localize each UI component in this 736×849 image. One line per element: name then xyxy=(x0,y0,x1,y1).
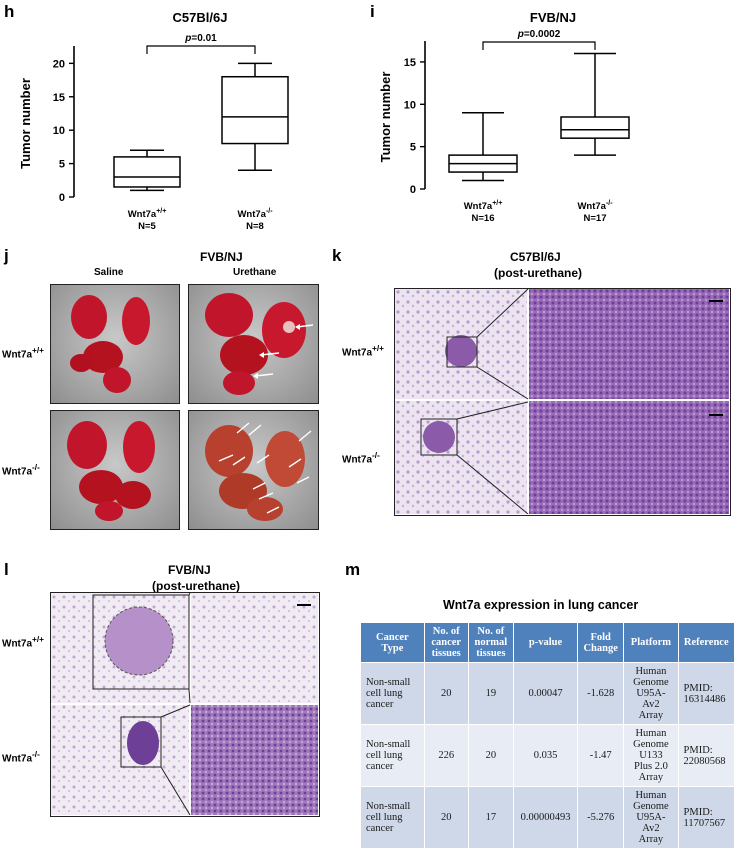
table-row: Non-small cell lung cancer 20 17 0.00000… xyxy=(360,786,736,849)
table-cell: 20 xyxy=(423,662,469,725)
table-cell: Human Genome U95A-Av2 Array xyxy=(623,662,679,725)
row-label-k-wt: Wnt7a+/+ xyxy=(342,343,385,359)
panel-l-title-line1: FVB/NJ xyxy=(168,563,211,577)
y-tick-label: 0 xyxy=(59,192,65,204)
significance-bracket xyxy=(146,45,256,54)
panel-label-h: h xyxy=(4,2,15,21)
boxplot-h: C57Bl/6J 0 5 10 15 20 Tumor number Wnt7a+/+N=5 W… xyxy=(18,10,289,232)
row-label-j-ko: Wnt7a-/- xyxy=(2,462,40,478)
photo-urethane-ko xyxy=(188,410,319,530)
row-label-l-ko: Wnt7a-/- xyxy=(2,749,40,765)
table-header-row: Cancer Type No. of cancer tissues No. of… xyxy=(360,622,736,663)
expression-table: Cancer Type No. of cancer tissues No. of… xyxy=(360,622,736,849)
x-category-label: Wnt7a+/+ xyxy=(128,208,167,220)
lung-tissue-image xyxy=(205,293,314,395)
y-tick-label: 5 xyxy=(410,142,416,154)
y-tick-label: 10 xyxy=(404,99,416,111)
y-tick-label: 20 xyxy=(53,58,65,70)
lung-tissue-image xyxy=(70,295,150,393)
table-header-cell: No. of normal tissues xyxy=(467,622,515,663)
table-cell: Human Genome U133 Plus 2.0 Array xyxy=(623,724,679,787)
box-iqr xyxy=(560,116,630,139)
significance-bracket xyxy=(482,41,596,50)
table-cell: 0.00000493 xyxy=(513,786,579,849)
p-value-annotation: p=0.0002 xyxy=(517,29,561,40)
panel-label-l: l xyxy=(4,560,9,579)
lung-tissue-image xyxy=(67,421,155,521)
table-header-cell: Platform xyxy=(623,622,679,663)
panel-l-title-line2: (post-urethane) xyxy=(152,579,240,593)
histology-image xyxy=(395,289,729,515)
photo-saline-wt xyxy=(50,284,180,404)
panel-j-title: FVB/NJ xyxy=(200,250,243,264)
box-iqr xyxy=(221,75,289,145)
y-tick-label: 15 xyxy=(53,92,65,104)
y-axis-label: Tumor number xyxy=(378,72,393,163)
table-cell: PMID: 22080568 xyxy=(677,724,736,787)
x-category-label: Wnt7a-/- xyxy=(577,200,613,212)
table-cell: -5.276 xyxy=(577,786,625,849)
panel-m-title: Wnt7a expression in lung cancer xyxy=(443,598,639,612)
table-cell: -1.628 xyxy=(577,662,625,725)
panel-label-j: j xyxy=(4,246,9,265)
box-iqr xyxy=(113,156,181,188)
histology-image xyxy=(51,593,318,816)
panel-k-title-line2: (post-urethane) xyxy=(494,266,582,280)
table-cell: PMID: 11707567 xyxy=(677,786,736,849)
lung-tissue-image xyxy=(205,422,312,521)
chart-title: C57Bl/6J xyxy=(173,10,228,25)
x-category-n: N=17 xyxy=(584,213,607,224)
y-tick-label: 10 xyxy=(53,125,65,137)
table-cell: 17 xyxy=(467,786,515,849)
y-tick-label: 0 xyxy=(410,184,416,196)
table-cell: 0.035 xyxy=(513,724,579,787)
boxplot-i: FVB/NJ 0 5 10 15 Tumor number Wnt7a+/+N=16 Wnt7… xyxy=(378,10,630,224)
table-header-cell: Fold Change xyxy=(577,622,625,663)
table-header-cell: Cancer Type xyxy=(360,622,425,663)
row-label-j-wt: Wnt7a+/+ xyxy=(2,345,45,361)
x-category-n: N=5 xyxy=(138,221,156,232)
chart-title: FVB/NJ xyxy=(530,10,576,25)
table-cell: Non-small cell lung cancer xyxy=(360,786,425,849)
table-cell: Human Genome U95A-Av2 Array xyxy=(623,786,679,849)
table-header-cell: No. of cancer tissues xyxy=(423,622,469,663)
table-row: Non-small cell lung cancer 226 20 0.035 … xyxy=(360,724,736,787)
panel-label-m: m xyxy=(345,560,361,579)
table-row: Non-small cell lung cancer 20 19 0.00047… xyxy=(360,662,736,725)
row-label-l-wt: Wnt7a+/+ xyxy=(2,634,45,650)
table-cell: -1.47 xyxy=(577,724,625,787)
table-header-cell: Reference xyxy=(677,622,736,663)
histology-l xyxy=(50,592,320,817)
y-tick-label: 5 xyxy=(59,159,65,171)
panel-k-title-line1: C57Bl/6J xyxy=(510,250,561,264)
table-cell: PMID: 16314486 xyxy=(677,662,736,725)
y-tick-label: 15 xyxy=(404,57,416,69)
x-category-n: N=16 xyxy=(472,213,495,224)
panel-label-k: k xyxy=(332,246,342,265)
table-cell: 20 xyxy=(423,786,469,849)
x-category-label: Wnt7a-/- xyxy=(237,208,273,220)
panel-label-i: i xyxy=(370,2,375,21)
photo-saline-ko xyxy=(50,410,180,530)
table-cell: Non-small cell lung cancer xyxy=(360,662,425,725)
table-header-cell: p-value xyxy=(513,622,579,663)
table-cell: Non-small cell lung cancer xyxy=(360,724,425,787)
table-cell: 19 xyxy=(467,662,515,725)
table-cell: 20 xyxy=(467,724,515,787)
col-label-urethane: Urethane xyxy=(233,267,277,278)
table-cell: 226 xyxy=(423,724,469,787)
y-axis-label: Tumor number xyxy=(18,78,33,169)
row-label-k-ko: Wnt7a-/- xyxy=(342,450,380,466)
x-category-n: N=8 xyxy=(246,221,264,232)
x-category-label: Wnt7a+/+ xyxy=(464,200,503,212)
col-label-saline: Saline xyxy=(94,267,124,278)
photo-urethane-wt xyxy=(188,284,319,404)
histology-k xyxy=(394,288,731,516)
p-value-annotation: p=0.01 xyxy=(184,33,217,44)
table-cell: 0.00047 xyxy=(513,662,579,725)
